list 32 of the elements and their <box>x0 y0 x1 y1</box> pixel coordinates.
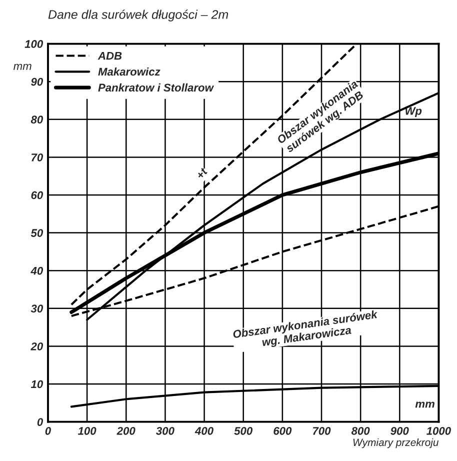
y-tick-label: 50 <box>30 229 44 237</box>
annotation: +t <box>196 167 208 180</box>
x-tick-label: 800 <box>351 426 370 435</box>
y-tick-label: 40 <box>30 266 44 275</box>
x-tick-label: 200 <box>116 426 136 435</box>
legend-label: Makarowicz <box>98 67 160 76</box>
legend-label: Pankratow i Stollarow <box>98 83 214 92</box>
y-tick-label: 10 <box>30 380 44 388</box>
x-tick-label: 700 <box>313 426 331 435</box>
x-tick-label: 500 <box>234 426 253 435</box>
x-tick-label: 400 <box>194 426 214 435</box>
y-tick-label: 20 <box>30 342 44 350</box>
annotation: Obszar wykonania surówek wg. Makarowicza <box>232 310 378 348</box>
annotation: mm <box>415 402 434 408</box>
y-tick-label: 90 <box>31 78 44 86</box>
x-tick-label: 1000 <box>426 426 451 435</box>
x-tick-label: 900 <box>390 426 409 435</box>
x-tick-label: 300 <box>156 426 174 435</box>
x-axis-title: Wymiary przekroju <box>353 438 439 448</box>
y-tick-label: 60 <box>31 191 44 200</box>
y-tick-label: 0 <box>37 418 44 426</box>
y-tick-label: 80 <box>30 116 44 124</box>
annotation: Wp <box>406 107 422 118</box>
y-axis-title: mm <box>14 64 32 70</box>
y-tick-label: 70 <box>32 153 44 162</box>
chart-title: Dane dla surówek długości – 2m <box>48 10 228 22</box>
x-tick-label: 100 <box>78 426 96 435</box>
y-tick-label: 100 <box>24 40 44 48</box>
legend-label: ADB <box>98 52 122 60</box>
x-tick-label: 0 <box>45 426 51 435</box>
y-tick-label: 30 <box>30 304 44 313</box>
x-tick-label: 600 <box>274 426 292 435</box>
